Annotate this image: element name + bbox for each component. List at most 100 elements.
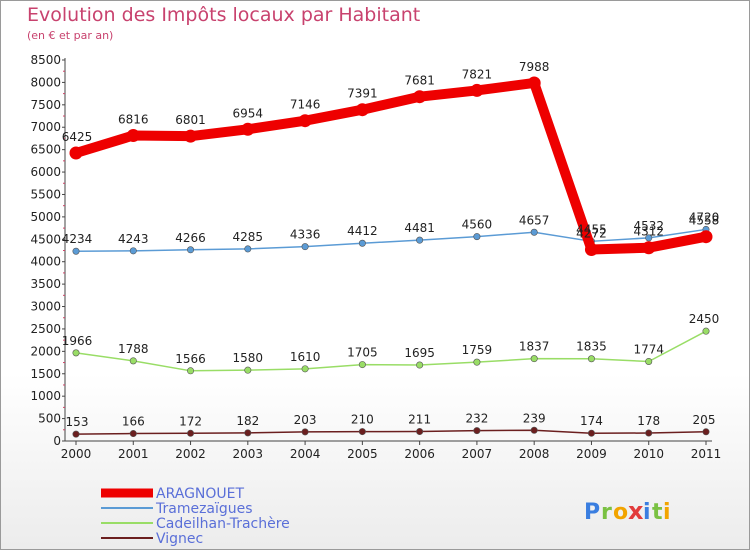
x-tick-label: 2008 xyxy=(519,447,550,461)
data-label: 1610 xyxy=(290,350,321,364)
legend: ARAGNOUETTramezaïguesCadeilhan-TrachèreV… xyxy=(101,486,290,547)
data-label: 172 xyxy=(179,414,202,428)
data-label: 6425 xyxy=(62,130,93,144)
data-label: 178 xyxy=(637,414,660,428)
legend-label: ARAGNOUET xyxy=(156,486,245,502)
logo-letter: i xyxy=(663,500,671,525)
x-tick-label: 2010 xyxy=(633,447,664,461)
y-tick-label: 1000 xyxy=(30,389,61,403)
y-tick-label: 3500 xyxy=(30,277,61,291)
legend-item: Vignec xyxy=(101,531,203,547)
y-tick-label: 1500 xyxy=(30,367,61,381)
data-label: 4272 xyxy=(576,227,607,241)
y-tick-label: 6000 xyxy=(30,165,61,179)
data-point xyxy=(244,366,252,374)
data-point xyxy=(584,243,598,257)
data-point xyxy=(358,239,366,247)
data-label: 182 xyxy=(236,414,259,428)
series-cadeilhan-trach-re xyxy=(72,327,710,375)
legend-item: Tramezaïgues xyxy=(101,501,253,517)
x-tick-label: 2005 xyxy=(347,447,378,461)
x-tick-label: 2011 xyxy=(691,447,722,461)
data-label: 4558 xyxy=(689,214,720,228)
y-tick-label: 0 xyxy=(53,434,61,448)
y-tick-label: 6500 xyxy=(30,143,61,157)
data-point xyxy=(699,230,713,244)
data-label: 7391 xyxy=(347,87,378,101)
data-label: 4312 xyxy=(633,225,664,239)
x-tick-label: 2004 xyxy=(290,447,321,461)
data-point xyxy=(642,241,656,255)
data-point xyxy=(530,426,538,434)
data-point xyxy=(301,365,309,373)
legend-label: Vignec xyxy=(156,531,203,547)
data-label: 6954 xyxy=(233,106,264,120)
data-point xyxy=(241,122,255,136)
series-vignec xyxy=(72,426,710,438)
y-tick-label: 8500 xyxy=(30,53,61,67)
data-point xyxy=(187,367,195,375)
data-label: 166 xyxy=(122,415,145,429)
x-tick-label: 2006 xyxy=(404,447,435,461)
logo-letter: r xyxy=(601,500,612,525)
data-point xyxy=(184,129,198,143)
axes: 0 500 1000 1500 2000 2500 3000 3500 4000 4500 5000… xyxy=(30,53,721,461)
data-point xyxy=(587,355,595,363)
data-point xyxy=(473,233,481,241)
data-label: 1695 xyxy=(404,346,435,360)
data-label: 1705 xyxy=(347,346,378,360)
data-label: 1774 xyxy=(633,342,664,356)
logo-letter: t xyxy=(652,500,663,525)
x-tick-label: 2002 xyxy=(175,447,206,461)
data-point xyxy=(530,228,538,236)
data-label: 4481 xyxy=(404,221,435,235)
series-line xyxy=(71,77,711,255)
data-label: 7988 xyxy=(519,60,550,74)
data-point xyxy=(470,83,484,97)
data-label: 4412 xyxy=(347,224,378,238)
data-point xyxy=(645,357,653,365)
y-tick-label: 500 xyxy=(38,412,61,426)
data-point xyxy=(298,114,312,128)
y-tick-label: 5500 xyxy=(30,187,61,201)
data-label: 4266 xyxy=(175,231,206,245)
data-label: 1837 xyxy=(519,340,550,354)
data-point xyxy=(416,361,424,369)
data-label: 6816 xyxy=(118,112,149,126)
y-tick-label: 2000 xyxy=(30,344,61,358)
data-label: 210 xyxy=(351,413,374,427)
data-label: 6801 xyxy=(175,113,206,127)
series-line xyxy=(75,228,707,252)
data-point xyxy=(473,358,481,366)
data-point xyxy=(72,430,80,438)
data-point xyxy=(187,429,195,437)
data-label: 1788 xyxy=(118,342,149,356)
data-label: 4455 xyxy=(576,222,607,236)
data-label: 7681 xyxy=(404,74,435,88)
data-label: 4234 xyxy=(62,232,93,246)
data-point xyxy=(416,428,424,436)
x-tick-label: 2000 xyxy=(61,447,92,461)
data-label: 153 xyxy=(66,415,89,429)
data-point xyxy=(244,245,252,253)
data-label: 203 xyxy=(294,413,317,427)
data-label: 4336 xyxy=(290,228,321,242)
data-label: 1566 xyxy=(175,352,206,366)
data-point xyxy=(69,146,83,160)
data-label: 1580 xyxy=(233,351,264,365)
data-label: 4720 xyxy=(689,210,720,224)
y-tick-label: 4500 xyxy=(30,232,61,246)
data-label: 4560 xyxy=(462,218,493,232)
data-label: 174 xyxy=(580,414,603,428)
logo-letter: P xyxy=(584,500,600,525)
y-tick-label: 3000 xyxy=(30,300,61,314)
data-point xyxy=(301,243,309,251)
logo-letter: i xyxy=(643,500,651,525)
data-label: 4243 xyxy=(118,232,149,246)
logo-letter: o xyxy=(613,500,628,525)
legend-label: Tramezaïgues xyxy=(155,501,253,517)
data-label: 211 xyxy=(408,413,431,427)
data-point xyxy=(413,90,427,104)
data-labels-layer: 4234 4243 4266 4285 4336 4412 4481 4560 4657 4455… xyxy=(62,60,720,429)
